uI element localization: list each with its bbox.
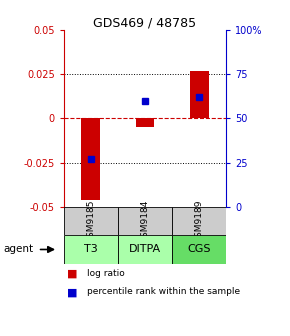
Bar [118, 235, 172, 264]
Text: ■: ■ [67, 269, 77, 279]
Text: agent: agent [3, 245, 33, 254]
Text: DITPA: DITPA [129, 245, 161, 254]
Bar [172, 235, 226, 264]
Text: ■: ■ [67, 287, 77, 297]
Title: GDS469 / 48785: GDS469 / 48785 [93, 16, 197, 29]
Text: log ratio: log ratio [87, 269, 125, 278]
Text: T3: T3 [84, 245, 98, 254]
Text: GSM9184: GSM9184 [140, 199, 150, 243]
Bar [81, 119, 100, 200]
Bar [190, 71, 209, 119]
Bar [64, 207, 118, 235]
Text: CGS: CGS [187, 245, 211, 254]
Text: GSM9185: GSM9185 [86, 199, 95, 243]
Bar [135, 119, 155, 127]
Bar [118, 207, 172, 235]
Bar [172, 207, 226, 235]
Text: GSM9189: GSM9189 [195, 199, 204, 243]
Bar [64, 235, 118, 264]
Text: percentile rank within the sample: percentile rank within the sample [87, 287, 240, 296]
